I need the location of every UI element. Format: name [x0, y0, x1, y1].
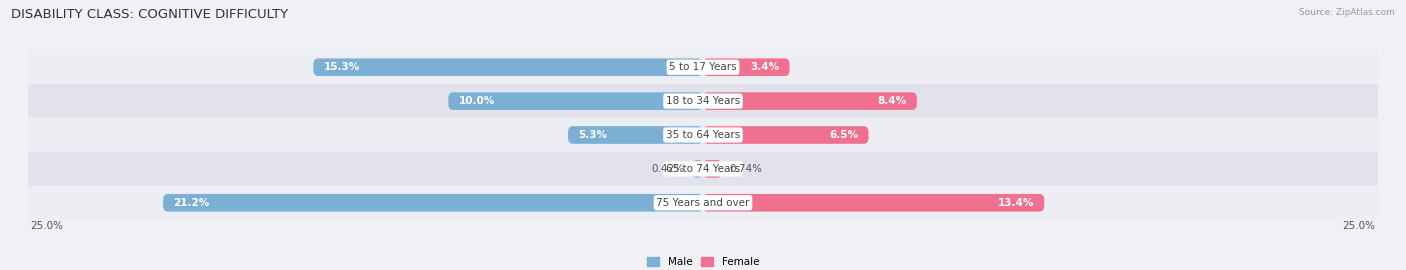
- Text: 65 to 74 Years: 65 to 74 Years: [666, 164, 740, 174]
- Legend: Male, Female: Male, Female: [643, 253, 763, 270]
- Bar: [15, 118, 1391, 152]
- Text: DISABILITY CLASS: COGNITIVE DIFFICULTY: DISABILITY CLASS: COGNITIVE DIFFICULTY: [11, 8, 288, 21]
- FancyBboxPatch shape: [703, 160, 721, 178]
- FancyBboxPatch shape: [568, 126, 703, 144]
- Bar: [15, 152, 1391, 186]
- FancyBboxPatch shape: [703, 58, 790, 76]
- Text: 5.3%: 5.3%: [578, 130, 607, 140]
- Bar: [15, 186, 1391, 220]
- FancyBboxPatch shape: [703, 194, 1045, 212]
- Text: 18 to 34 Years: 18 to 34 Years: [666, 96, 740, 106]
- Text: 0.74%: 0.74%: [730, 164, 762, 174]
- Text: 25.0%: 25.0%: [1343, 221, 1375, 231]
- Text: Source: ZipAtlas.com: Source: ZipAtlas.com: [1299, 8, 1395, 17]
- Text: 3.4%: 3.4%: [751, 62, 779, 72]
- Text: 13.4%: 13.4%: [998, 198, 1033, 208]
- Text: 5 to 17 Years: 5 to 17 Years: [669, 62, 737, 72]
- Text: 8.4%: 8.4%: [877, 96, 907, 106]
- Text: 21.2%: 21.2%: [173, 198, 209, 208]
- Text: 10.0%: 10.0%: [458, 96, 495, 106]
- FancyBboxPatch shape: [703, 126, 869, 144]
- FancyBboxPatch shape: [163, 194, 703, 212]
- Text: 75 Years and over: 75 Years and over: [657, 198, 749, 208]
- Text: 25.0%: 25.0%: [31, 221, 63, 231]
- Bar: [15, 84, 1391, 118]
- Text: 6.5%: 6.5%: [830, 130, 858, 140]
- FancyBboxPatch shape: [703, 92, 917, 110]
- Text: 0.42%: 0.42%: [651, 164, 685, 174]
- Bar: [15, 50, 1391, 84]
- Text: 15.3%: 15.3%: [323, 62, 360, 72]
- Text: 35 to 64 Years: 35 to 64 Years: [666, 130, 740, 140]
- FancyBboxPatch shape: [449, 92, 703, 110]
- FancyBboxPatch shape: [692, 160, 703, 178]
- FancyBboxPatch shape: [314, 58, 703, 76]
